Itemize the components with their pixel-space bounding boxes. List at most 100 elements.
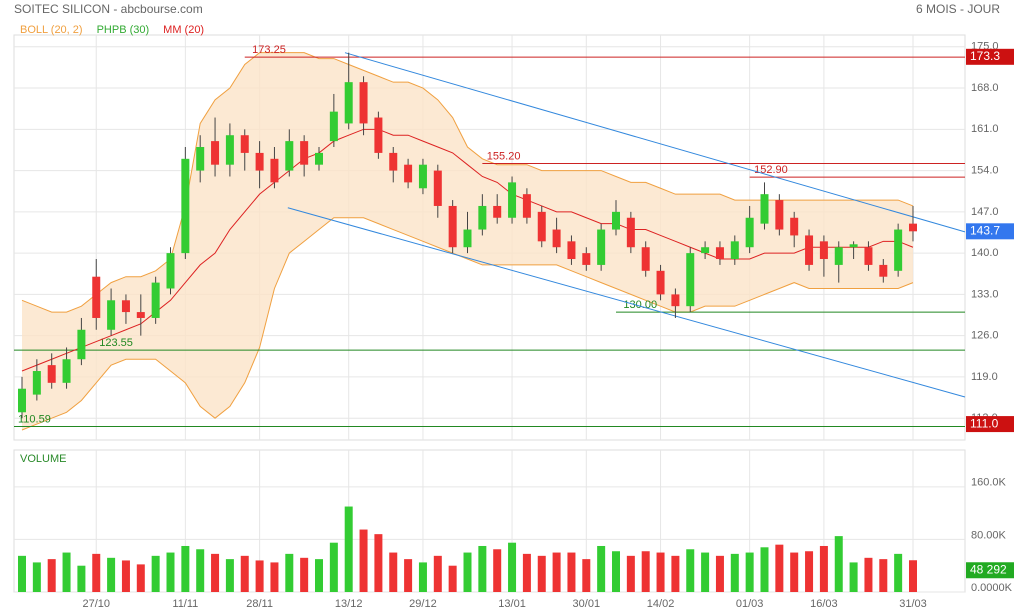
volume-bar: [790, 552, 799, 592]
volume-bar: [582, 559, 591, 592]
volume-bar: [805, 551, 814, 592]
level-label: 155.20: [487, 150, 521, 162]
candle-body: [463, 229, 472, 248]
x-tick-label: 16/03: [810, 598, 838, 610]
candle-body: [819, 241, 828, 260]
candle-body: [359, 82, 368, 124]
volume-bar: [136, 564, 145, 592]
candle-body: [730, 241, 739, 260]
price-badge-label: 111.0: [970, 416, 999, 430]
y-tick-label: 133.0: [971, 288, 999, 300]
candle-body: [240, 135, 249, 153]
bollinger-lower: [21, 217, 914, 431]
candle-body: [909, 223, 917, 232]
candle-body: [270, 158, 279, 183]
x-tick-label: 14/02: [647, 598, 675, 610]
x-tick-label: 29/12: [409, 598, 437, 610]
y-tick-label: 126.0: [971, 330, 999, 342]
candle-body: [864, 247, 873, 265]
candle-body: [151, 282, 160, 318]
volume-bar: [775, 544, 784, 592]
level-label: 123.55: [99, 337, 133, 349]
candle-body: [656, 270, 665, 295]
volume-bar: [745, 552, 754, 592]
volume-bar: [285, 553, 294, 592]
candle-body: [107, 300, 116, 330]
volume-bar: [166, 552, 175, 592]
price-badge: [966, 416, 1014, 433]
volume-bar: [255, 560, 264, 592]
trendline: [344, 52, 966, 233]
volume-bar: [864, 557, 873, 592]
volume-bar: [508, 542, 517, 592]
y-tick-label: 140.0: [971, 247, 999, 259]
y-tick-label: 154.0: [971, 164, 999, 176]
volume-bar: [270, 562, 279, 592]
volume-bar: [478, 545, 487, 592]
candle-body: [329, 111, 338, 142]
volume-bar: [418, 562, 427, 592]
x-tick-label: 13/12: [335, 598, 363, 610]
level-label: 130.00: [623, 299, 657, 311]
candle-body: [196, 147, 205, 171]
candle-body: [582, 253, 591, 265]
candle-body: [671, 294, 680, 307]
candle-body: [344, 82, 353, 124]
trendline: [287, 207, 966, 398]
volume-bar: [121, 560, 130, 592]
volume-bar: [567, 552, 576, 592]
candle-body: [493, 205, 502, 218]
price-badge: [966, 562, 1014, 579]
volume-bar: [181, 545, 190, 592]
candle-body: [18, 388, 26, 413]
volume-bar: [597, 545, 606, 592]
candle-body: [62, 359, 71, 383]
level-label: 152.90: [754, 164, 788, 176]
candle-body: [745, 217, 754, 248]
period: 6 MOIS - JOUR: [916, 2, 1000, 16]
volume-bar: [463, 552, 472, 592]
y-tick-label: 147.0: [971, 206, 999, 218]
candle-body: [166, 253, 175, 289]
volume-bar: [493, 549, 502, 592]
y-tick-label: 168.0: [971, 82, 999, 94]
volume-bar: [92, 553, 101, 592]
candle-body: [522, 194, 531, 218]
candle-body: [300, 141, 309, 165]
x-tick-label: 30/01: [573, 598, 601, 610]
price-badge-label: 173.3: [970, 49, 1000, 63]
volume-bar: [730, 553, 739, 592]
legend-entry: MM (20): [163, 24, 204, 36]
candle-body: [715, 247, 724, 260]
volume-bar: [552, 552, 561, 592]
volume-bar: [151, 555, 160, 592]
volume-bar: [448, 565, 457, 592]
candle-body: [181, 158, 190, 254]
volume-bar: [612, 551, 620, 592]
candle-body: [849, 244, 858, 248]
volume-bar: [537, 555, 546, 592]
candle-body: [478, 205, 487, 230]
volume-bar: [879, 559, 888, 592]
volume-bar: [374, 534, 383, 592]
candle-body: [701, 247, 710, 254]
candle-body: [47, 365, 56, 383]
volume-bar: [211, 553, 220, 592]
volume-bar: [240, 555, 249, 592]
candle-body: [641, 247, 650, 271]
candle-body: [77, 329, 86, 360]
legend-entry: BOLL (20, 2): [20, 24, 83, 36]
level-label: 173.25: [252, 44, 286, 56]
candle-body: [211, 141, 220, 165]
chart-title: SOITEC SILICON - abcbourse.com: [14, 2, 203, 16]
candle-body: [418, 164, 427, 189]
volume-bar: [404, 559, 413, 592]
volume-bar: [62, 552, 71, 592]
volume-bar: [359, 529, 368, 592]
candle-body: [597, 229, 606, 265]
volume-bar: [641, 551, 650, 592]
y-tick-label: 161.0: [971, 123, 999, 135]
candle-body: [32, 371, 41, 395]
